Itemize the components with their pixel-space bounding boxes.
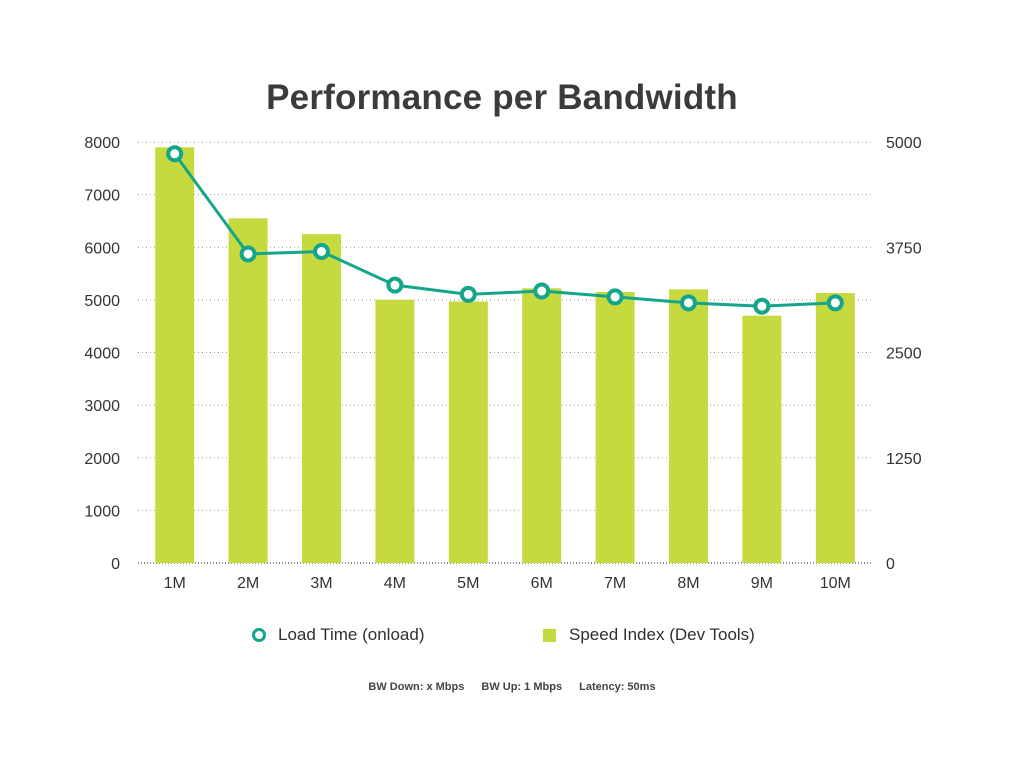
load-time-point [606,288,624,306]
left-tick-label: 4000 [84,346,120,363]
bar [595,291,635,563]
left-tick-label: 8000 [84,135,120,152]
x-tick-label: 7M [604,575,626,592]
bar [375,299,415,563]
right-tick-label: 3750 [886,240,922,257]
footnote-latency: Latency: 50ms [579,681,656,693]
left-tick-label: 1000 [84,503,120,520]
right-tick-label: 0 [886,556,895,573]
bar [155,147,195,563]
x-tick-label: 10M [820,575,851,592]
left-tick-label: 2000 [84,451,120,468]
x-tick-label: 2M [237,575,259,592]
load-time-point [533,282,551,300]
grid-lines [138,141,872,564]
x-tick-label: 1M [164,575,186,592]
bar [228,218,268,563]
load-time-point [826,294,844,312]
load-time-point [313,242,330,260]
legend-line-marker [252,628,266,642]
bar [742,315,782,563]
x-tick-label: 4M [384,575,406,592]
bar-series [155,147,855,563]
left-tick-label: 0 [111,556,120,573]
bar [522,288,562,563]
right-tick-label: 5000 [886,135,922,152]
legend-line-label: Load Time (onload) [278,625,425,644]
left-axis-ticks: 0 1000 2000 3000 4000 5000 6000 7000 8000 [84,135,120,573]
load-time-point [753,297,771,315]
line-series [166,145,844,315]
legend-bar-label: Speed Index (Dev Tools) [569,625,755,644]
load-time-point [459,285,477,303]
footnote-bw-up: BW Up: 1 Mbps [481,681,563,693]
footnote-bw-down: BW Down: x Mbps [368,681,465,693]
x-tick-label: 5M [457,575,479,592]
legend-bar-swatch [543,628,556,642]
x-tick-label: 3M [310,575,332,592]
right-tick-label: 2500 [886,346,922,363]
left-tick-label: 6000 [84,240,120,257]
x-axis-ticks: 1M 2M 3M 4M 5M 6M 7M 8M 9M 10M [164,575,851,592]
x-tick-label: 6M [531,575,553,592]
x-tick-label: 8M [677,575,699,592]
load-time-point [386,276,404,294]
right-tick-label: 1250 [886,451,922,468]
left-tick-label: 5000 [84,293,120,310]
bar [448,301,488,563]
load-time-line [173,152,836,308]
legend-item-load-time: Load Time (onload) [252,624,424,646]
right-axis-ticks: 0 1250 2500 3750 5000 [886,135,922,573]
bar [669,289,708,563]
bar [815,293,855,563]
chart-title: Performance per Bandwidth [266,78,738,117]
load-time-point [680,294,697,312]
left-tick-label: 7000 [84,188,120,205]
bar [302,234,341,563]
legend-item-speed-index: Speed Index (Dev Tools) [543,624,755,646]
left-tick-label: 3000 [84,398,120,415]
load-time-point [239,245,257,263]
x-tick-label: 9M [751,575,773,592]
load-time-point [166,145,184,163]
chart-footnote: BW Down: x Mbps BW Up: 1 Mbps Latency: 5… [0,681,1024,693]
